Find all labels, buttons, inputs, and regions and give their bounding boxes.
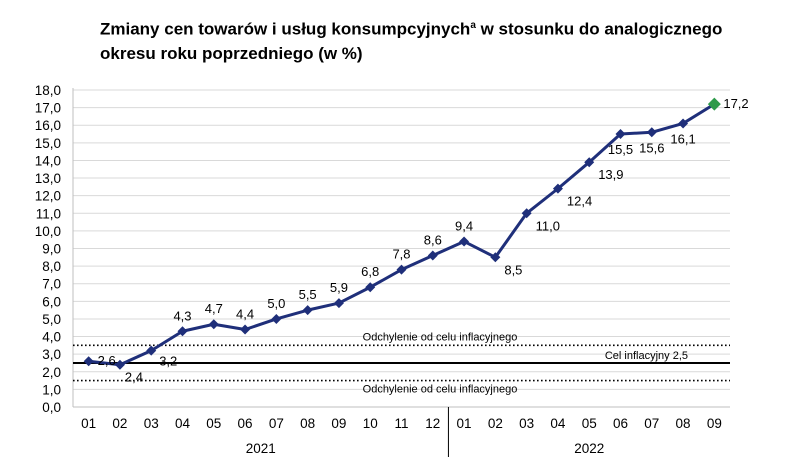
chart-title-footnote-marker: a (470, 20, 476, 31)
data-point (302, 305, 313, 316)
data-point (490, 252, 501, 263)
data-label: 9,4 (455, 218, 473, 233)
data-point (615, 129, 626, 140)
x-tick-label: 04 (175, 416, 191, 431)
chart-title-main: Zmiany cen towarów i usług konsumpcyjnyc… (100, 19, 471, 39)
x-tick-label: 03 (144, 416, 159, 431)
data-point (365, 282, 376, 293)
data-label: 4,3 (173, 308, 191, 323)
x-tick-label: 11 (394, 416, 408, 431)
y-tick-label: 5,0 (42, 312, 61, 327)
x-tick-label: 07 (644, 416, 659, 431)
chart-title: Zmiany cen towarów i usług konsumpcyjnyc… (100, 14, 780, 66)
x-tick-label: 06 (238, 416, 253, 431)
data-point (83, 356, 94, 367)
x-tick-label: 07 (269, 416, 284, 431)
y-tick-label: 6,0 (42, 294, 61, 309)
data-point (552, 183, 563, 194)
year-label: 2022 (574, 441, 604, 456)
reference-label: Odchylenie od celu inflacyjnego (363, 384, 518, 396)
x-tick-label: 10 (363, 416, 378, 431)
data-label: 4,4 (236, 307, 254, 322)
data-point (271, 313, 282, 324)
x-tick-label: 09 (331, 416, 346, 431)
y-tick-label: 17,0 (35, 101, 61, 116)
data-point (208, 319, 219, 330)
data-label: 5,0 (267, 296, 285, 311)
data-point (240, 324, 251, 335)
data-point (646, 127, 657, 138)
year-label: 2021 (246, 441, 276, 456)
data-label: 7,8 (392, 247, 410, 262)
y-tick-label: 7,0 (42, 277, 61, 292)
y-tick-label: 16,0 (35, 118, 61, 133)
y-tick-label: 0,0 (42, 400, 61, 415)
data-point (146, 345, 157, 356)
y-tick-label: 11,0 (36, 206, 61, 221)
x-tick-label: 02 (488, 416, 503, 431)
x-tick-label: 01 (457, 416, 472, 431)
data-point (678, 118, 689, 129)
data-point (521, 208, 532, 219)
data-point (333, 298, 344, 309)
x-tick-label: 08 (300, 416, 315, 431)
data-label: 11,0 (536, 218, 560, 233)
y-tick-label: 10,0 (35, 224, 61, 239)
x-tick-label: 01 (81, 416, 96, 431)
data-label: 15,6 (639, 140, 664, 155)
data-label: 5,9 (330, 280, 348, 295)
data-point (707, 97, 721, 111)
y-tick-label: 13,0 (35, 171, 61, 186)
data-label: 6,8 (361, 264, 379, 279)
data-label: 8,5 (504, 262, 522, 277)
data-point (177, 326, 188, 337)
x-tick-label: 02 (112, 416, 127, 431)
y-tick-label: 1,0 (42, 382, 61, 397)
y-tick-label: 14,0 (35, 153, 61, 168)
y-tick-label: 2,0 (42, 365, 61, 380)
data-label: 13,9 (598, 167, 623, 182)
y-tick-label: 3,0 (42, 347, 61, 362)
data-label: 16,1 (670, 131, 695, 146)
data-label: 12,4 (567, 194, 592, 209)
data-label: 3,2 (159, 354, 177, 369)
reference-label: Cel inflacyjny 2,5 (605, 350, 688, 362)
data-label: 2,6 (98, 353, 116, 368)
data-label: 17,2 (723, 96, 748, 111)
chart-title-rest: w stosunku do analogicznego okresu roku … (100, 19, 723, 63)
x-tick-label: 09 (707, 416, 722, 431)
y-tick-label: 9,0 (42, 242, 61, 257)
data-label: 2,4 (125, 370, 143, 385)
data-label: 8,6 (424, 233, 442, 248)
x-tick-label: 05 (582, 416, 597, 431)
data-label: 4,7 (205, 301, 223, 316)
y-tick-label: 8,0 (42, 259, 61, 274)
y-tick-label: 18,0 (35, 83, 61, 98)
x-tick-label: 06 (613, 416, 628, 431)
data-point (584, 157, 595, 168)
x-tick-label: 05 (206, 416, 221, 431)
x-tick-label: 08 (676, 416, 691, 431)
y-tick-label: 15,0 (35, 136, 61, 151)
x-tick-label: 03 (519, 416, 534, 431)
data-label: 15,5 (608, 142, 633, 157)
data-point (396, 264, 407, 275)
data-label: 5,5 (299, 287, 317, 302)
y-tick-label: 12,0 (35, 189, 61, 204)
data-point (427, 250, 438, 261)
reference-label: Odchylenie od celu inflacyjnego (363, 331, 518, 343)
data-point (114, 359, 125, 370)
x-tick-label: 04 (550, 416, 566, 431)
y-tick-label: 4,0 (42, 330, 61, 345)
data-point (459, 236, 470, 247)
x-tick-label: 12 (425, 416, 440, 431)
